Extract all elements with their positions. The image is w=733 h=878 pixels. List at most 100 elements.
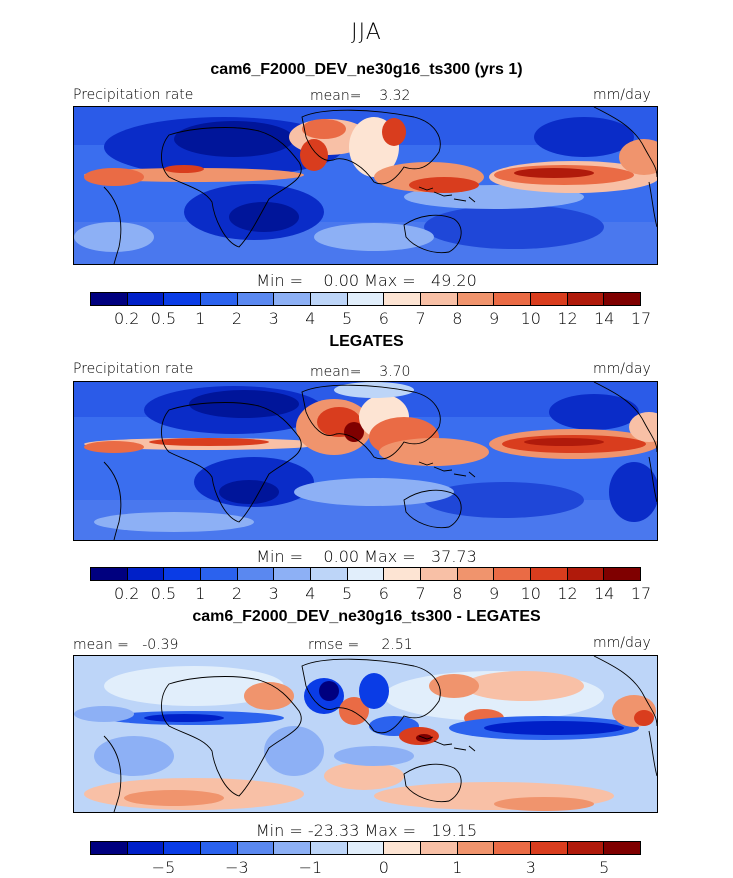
colorbar-swatch [237, 568, 275, 580]
colorbar-tick-label: 0.5 [150, 584, 177, 603]
colorbar-tick-label: 12 [557, 309, 578, 328]
colorbar-swatch [347, 293, 385, 305]
colorbar-swatch [91, 293, 128, 305]
colorbar-swatch [311, 842, 348, 854]
colorbar-swatch [347, 842, 385, 854]
panel-3-colorbar [90, 841, 641, 855]
colorbar-tick-label: 0.2 [113, 309, 140, 328]
colorbar-tick-label: 5 [342, 309, 353, 328]
panel-2-map [73, 381, 658, 541]
colorbar-swatch [91, 568, 128, 580]
colorbar-tick-label: 1 [195, 584, 206, 603]
colorbar-tick-label: 6 [378, 309, 389, 328]
colorbar-tick-label: 3 [525, 858, 536, 877]
colorbar-swatch [531, 293, 568, 305]
colorbar-tick-label: 12 [557, 584, 578, 603]
panel-1-title: cam6_F2000_DEV_ne30g16_ts300 (yrs 1) [210, 61, 523, 78]
panel-1-map [73, 106, 658, 265]
colorbar-swatch [127, 293, 165, 305]
panel-1-units-label: mm/day [593, 87, 651, 103]
colorbar-swatch [457, 568, 495, 580]
colorbar-tick-label: 1 [452, 858, 463, 877]
panel-3-mean-label: mean = -0.39 [73, 637, 179, 653]
colorbar-tick-label: −5 [151, 858, 176, 877]
panel-1-min-max: Min = 0.00 Max = 49.20 [256, 271, 477, 290]
colorbar-swatch [421, 293, 458, 305]
panel-3-title: cam6_F2000_DEV_ne30g16_ts300 - LEGATES [192, 608, 541, 625]
colorbar-swatch [457, 842, 495, 854]
colorbar-swatch [274, 568, 312, 580]
colorbar-swatch [604, 842, 641, 854]
colorbar-tick-label: 0.2 [113, 584, 140, 603]
panel-2-precip-field [74, 382, 657, 540]
colorbar-swatch [91, 842, 128, 854]
panel-3-rmse-label: rmse = 2.51 [308, 637, 413, 653]
colorbar-swatch [384, 293, 422, 305]
colorbar-tick-label: 14 [594, 309, 615, 328]
panel-1-variable-label: Precipitation rate [73, 87, 194, 103]
colorbar-tick-label: 9 [488, 309, 500, 328]
colorbar-tick-label: 8 [452, 584, 463, 603]
colorbar-tick-label: 3 [268, 309, 279, 328]
colorbar-swatch [201, 568, 238, 580]
colorbar-swatch [531, 842, 568, 854]
colorbar-swatch [347, 568, 385, 580]
panel-2-units-label: mm/day [593, 361, 651, 377]
colorbar-swatch [421, 568, 458, 580]
colorbar-tick-label: 10 [520, 584, 541, 603]
colorbar-swatch [604, 293, 641, 305]
panel-3-difference-field [74, 656, 657, 812]
panel-3-map [73, 655, 658, 813]
colorbar-tick-label: 17 [630, 584, 652, 603]
colorbar-tick-label: 1 [195, 309, 206, 328]
colorbar-swatch [311, 293, 348, 305]
colorbar-swatch [567, 568, 605, 580]
colorbar-swatch [384, 568, 422, 580]
colorbar-swatch [421, 842, 458, 854]
colorbar-tick-label: 14 [594, 584, 615, 603]
colorbar-tick-label: 2 [231, 584, 243, 603]
colorbar-swatch [604, 568, 641, 580]
colorbar-tick-label: 6 [378, 584, 389, 603]
colorbar-swatch [311, 568, 348, 580]
colorbar-swatch [494, 842, 532, 854]
colorbar-swatch [201, 293, 238, 305]
panel-2-title: LEGATES [329, 333, 404, 350]
colorbar-swatch [127, 568, 165, 580]
colorbar-tick-label: 7 [415, 309, 426, 328]
colorbar-tick-label: −3 [225, 858, 249, 877]
colorbar-swatch [237, 842, 275, 854]
panel-2-min-max: Min = 0.00 Max = 37.73 [256, 547, 477, 566]
colorbar-tick-label: 9 [488, 584, 500, 603]
colorbar-tick-label: 5 [342, 584, 353, 603]
colorbar-tick-label: 8 [452, 309, 463, 328]
colorbar-tick-label: 4 [305, 584, 316, 603]
colorbar-tick-label: 10 [520, 309, 541, 328]
panel-1-colorbar [90, 292, 641, 306]
panel-2-colorbar [90, 567, 641, 581]
panel-3-min-max: Min = -23.33 Max = 19.15 [255, 821, 478, 840]
colorbar-swatch [567, 842, 605, 854]
colorbar-swatch [531, 568, 568, 580]
panel-2-colorbar-ticks: 0.2 0.5 1 2 3 4 5 6 7 8 9 10 12 14 17 [90, 584, 651, 604]
colorbar-swatch [384, 842, 422, 854]
panel-1-precip-field [74, 107, 657, 264]
colorbar-swatch [274, 842, 312, 854]
colorbar-tick-label: 2 [231, 309, 243, 328]
panel-3-units-label: mm/day [593, 635, 651, 651]
colorbar-tick-label: 17 [630, 309, 652, 328]
colorbar-swatch [274, 293, 312, 305]
season-title: JJA [351, 20, 382, 45]
colorbar-swatch [127, 842, 165, 854]
colorbar-swatch [494, 568, 532, 580]
colorbar-tick-label: 4 [305, 309, 316, 328]
colorbar-tick-label: 0.5 [150, 309, 177, 328]
panel-1-mean-label: mean= 3.32 [310, 88, 411, 104]
colorbar-tick-label: 3 [268, 584, 279, 603]
panel-2-variable-label: Precipitation rate [73, 361, 194, 377]
colorbar-swatch [457, 293, 495, 305]
colorbar-tick-label: 5 [599, 858, 610, 877]
colorbar-swatch [164, 293, 202, 305]
panel-1-colorbar-ticks: 0.2 0.5 1 2 3 4 5 6 7 8 9 10 12 14 17 [90, 309, 651, 329]
colorbar-tick-label: 0 [378, 858, 389, 877]
